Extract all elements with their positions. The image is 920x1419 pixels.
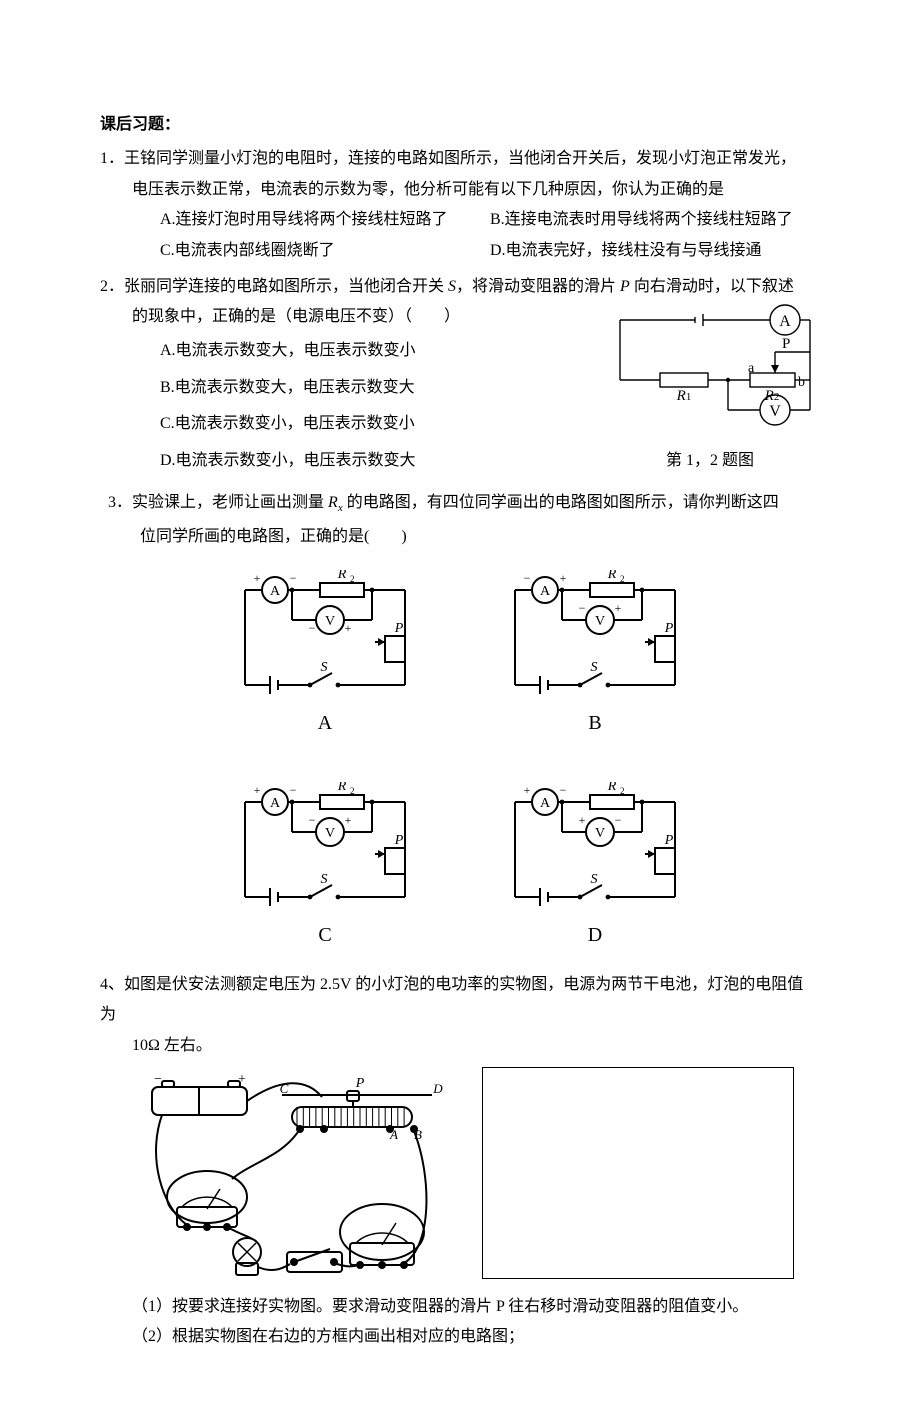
q3-text1a: 实验课上，老师让画出测量 [132,494,328,511]
r1-label: R1 [676,388,692,404]
q2-text1c: 向右滑动时，以下叙述 [630,278,794,295]
svg-text:R: R [337,782,347,794]
svg-text:V: V [595,826,605,841]
ammeter-label: A [779,313,791,330]
svg-text:+: + [524,783,531,797]
q3-fig-c: A+−R2V−+PS C [230,782,420,954]
question-2: 2．张丽同学连接的电路如图所示，当他闭合开关 S，将滑动变阻器的滑片 P 向右滑… [100,272,820,480]
q2-figure: A R2 P a b [600,300,820,476]
q2-text1b: ，将滑动变阻器的滑片 [456,278,620,295]
q2-figure-caption: 第 1，2 题图 [600,446,820,476]
svg-text:P: P [355,1076,365,1091]
q3-fig-b: A+−R2V−+PS B [500,570,690,742]
q2-number: 2． [100,278,124,295]
svg-text:−: − [290,783,297,797]
svg-text:+: + [345,621,352,635]
q1-line1: 王铭同学测量小灯泡的电阻时，连接的电路如图所示，当他闭合开关后，发现小灯泡正常发… [124,150,796,167]
q1-line2: 电压表示数正常，电流表的示数为零，他分析可能有以下几种原因，你认为正确的是 [100,175,820,205]
q3-fig-d-label: D [500,916,690,954]
q3-fig-b-label: B [500,704,690,742]
q4-apparatus-figure: −+PCDAB [132,1067,462,1282]
svg-text:+: + [579,813,586,827]
svg-text:+: + [254,783,261,797]
p-label: P [782,336,790,352]
q2-S: S [448,278,456,295]
voltmeter-label: V [769,403,781,420]
svg-text:V: V [325,826,335,841]
svg-text:P: P [664,621,674,636]
q2-P: P [620,278,630,295]
svg-text:S: S [591,660,598,675]
question-3: 3．实验课上，老师让画出测量 Rx 的电路图，有四位同学画出的电路图如图所示，请… [100,488,820,954]
svg-text:V: V [595,614,605,629]
svg-text:+: + [254,571,261,585]
b-label: b [798,375,805,390]
svg-text:2: 2 [620,786,625,796]
q3-fig-d: A + − R2 V + − P S D [500,782,690,954]
svg-text:P: P [394,833,404,848]
svg-text:A: A [270,796,281,811]
svg-text:+: + [345,813,352,827]
q4-sub2: （2）根据实物图在右边的方框内画出相对应的电路图； [100,1322,820,1352]
svg-text:A: A [540,584,551,599]
svg-text:R: R [607,782,617,794]
svg-text:P: P [394,621,404,636]
section-title: 课后习题： [100,110,820,140]
svg-text:D: D [432,1081,443,1096]
svg-text:−: − [524,571,531,585]
svg-text:P: P [664,833,674,848]
q3-number: 3． [108,494,132,511]
q3-fig-a-label: A [230,704,420,742]
svg-text:−: − [290,571,297,585]
q3-fig-c-label: C [230,916,420,954]
q4-answer-box [482,1067,794,1279]
q4-line3: 10Ω 左右。 [100,1031,820,1061]
svg-text:2: 2 [350,574,355,584]
svg-text:2: 2 [350,786,355,796]
svg-text:−: − [309,621,316,635]
svg-text:S: S [321,872,328,887]
svg-text:S: S [321,660,328,675]
svg-text:−: − [615,813,622,827]
q3-line2: 位同学所画的电路图，正确的是( ) [100,519,820,556]
svg-text:−: − [560,783,567,797]
q1-number: 1． [100,150,124,167]
svg-text:S: S [591,872,598,887]
svg-text:V: V [325,614,335,629]
svg-text:A: A [270,584,281,599]
svg-text:2: 2 [620,574,625,584]
q3-Rx: Rx [328,494,343,511]
q1-option-b: B.连接电流表时用导线将两个接线柱短路了 [490,205,820,235]
q4-prefix: 4、 [100,976,124,993]
svg-text:+: + [560,571,567,585]
a-label: a [748,361,755,376]
svg-text:−: − [309,813,316,827]
svg-text:A: A [540,796,551,811]
q1-option-a: A.连接灯泡时用导线将两个接线柱短路了 [160,205,490,235]
q3-text1b: 的电路图，有四位同学画出的电路图如图所示，请你判断这四 [343,494,779,511]
svg-text:R: R [337,570,347,582]
q4-line2: 为 [100,1000,820,1030]
q1-option-d: D.电流表完好，接线柱没有与导线接通 [490,236,820,266]
svg-text:C: C [280,1081,289,1096]
q4-line1: 如图是伏安法测额定电压为 2.5V 的小灯泡的电功率的实物图，电源为两节干电池，… [124,976,803,993]
q4-sub1: （1）按要求连接好实物图。要求滑动变阻器的滑片 P 往右移时滑动变阻器的阻值变小… [100,1292,820,1322]
q3-fig-a: A+−R2V−+PS A [230,570,420,742]
question-4: 4、如图是伏安法测额定电压为 2.5V 的小灯泡的电功率的实物图，电源为两节干电… [100,970,820,1353]
svg-text:+: + [615,601,622,615]
svg-text:−: − [154,1072,162,1087]
q1-option-c: C.电流表内部线圈烧断了 [160,236,490,266]
svg-text:−: − [579,601,586,615]
question-1: 1．王铭同学测量小灯泡的电阻时，连接的电路如图所示，当他闭合开关后，发现小灯泡正… [100,144,820,266]
svg-text:R: R [607,570,617,582]
q2-text1a: 张丽同学连接的电路如图所示，当他闭合开关 [124,278,448,295]
